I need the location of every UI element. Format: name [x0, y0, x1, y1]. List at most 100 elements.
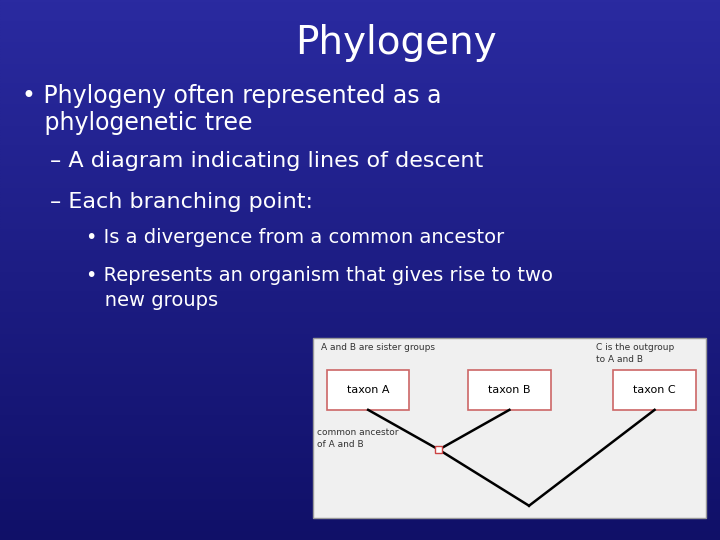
- Bar: [0, 208, 720, 211]
- Bar: [0, 205, 720, 208]
- Bar: [0, 154, 720, 157]
- Bar: [0, 100, 720, 103]
- Bar: [0, 259, 720, 262]
- Bar: [0, 435, 720, 437]
- Bar: [0, 132, 720, 135]
- Bar: [0, 346, 720, 348]
- Bar: [0, 148, 720, 151]
- Bar: [0, 11, 720, 14]
- Bar: [0, 243, 720, 246]
- Bar: [0, 200, 720, 202]
- Bar: [0, 456, 720, 459]
- Text: • Is a divergence from a common ancestor: • Is a divergence from a common ancestor: [86, 228, 505, 247]
- Bar: [0, 73, 720, 76]
- Bar: [0, 486, 720, 489]
- Bar: [0, 186, 720, 189]
- Bar: [0, 124, 720, 127]
- Bar: [0, 194, 720, 197]
- Bar: [0, 16, 720, 19]
- Bar: [0, 248, 720, 251]
- Bar: [0, 78, 720, 81]
- Bar: [0, 313, 720, 316]
- Bar: [0, 5, 720, 8]
- Bar: [0, 275, 720, 278]
- Bar: [0, 59, 720, 62]
- Bar: [0, 297, 720, 300]
- Bar: [0, 375, 720, 378]
- Bar: [0, 116, 720, 119]
- Bar: [0, 178, 720, 181]
- Bar: [0, 22, 720, 24]
- Bar: [0, 122, 720, 124]
- Bar: [0, 49, 720, 51]
- Bar: [0, 57, 720, 59]
- Bar: [0, 378, 720, 381]
- Bar: [0, 289, 720, 292]
- Bar: [0, 157, 720, 159]
- Bar: [0, 505, 720, 508]
- Bar: [0, 513, 720, 516]
- FancyBboxPatch shape: [468, 370, 551, 410]
- Bar: [0, 478, 720, 481]
- Bar: [0, 54, 720, 57]
- Bar: [0, 294, 720, 297]
- Bar: [0, 319, 720, 321]
- Text: • Phylogeny often represented as a: • Phylogeny often represented as a: [22, 84, 441, 107]
- Bar: [0, 30, 720, 32]
- Bar: [0, 202, 720, 205]
- Bar: [0, 227, 720, 229]
- Bar: [0, 454, 720, 456]
- Bar: [0, 254, 720, 256]
- Bar: [0, 130, 720, 132]
- Bar: [0, 240, 720, 243]
- Bar: [0, 472, 720, 475]
- Bar: [0, 340, 720, 343]
- Bar: [0, 402, 720, 405]
- Bar: [0, 394, 720, 397]
- Bar: [0, 197, 720, 200]
- Text: • Represents an organism that gives rise to two: • Represents an organism that gives rise…: [86, 266, 554, 285]
- Text: phylogenetic tree: phylogenetic tree: [22, 111, 252, 134]
- Bar: [0, 256, 720, 259]
- FancyBboxPatch shape: [435, 447, 442, 453]
- Bar: [0, 140, 720, 143]
- Bar: [0, 224, 720, 227]
- Bar: [0, 108, 720, 111]
- Text: new groups: new groups: [86, 291, 219, 309]
- Bar: [0, 329, 720, 332]
- Bar: [0, 373, 720, 375]
- Text: taxon A: taxon A: [347, 385, 390, 395]
- Bar: [0, 351, 720, 354]
- Bar: [0, 462, 720, 464]
- Bar: [0, 119, 720, 122]
- Bar: [0, 238, 720, 240]
- Bar: [0, 103, 720, 105]
- Bar: [0, 246, 720, 248]
- Bar: [0, 489, 720, 491]
- Bar: [0, 508, 720, 510]
- Bar: [0, 146, 720, 148]
- Text: C is the outgroup
to A and B: C is the outgroup to A and B: [595, 343, 674, 364]
- Text: – A diagram indicating lines of descent: – A diagram indicating lines of descent: [50, 151, 484, 171]
- Bar: [0, 105, 720, 108]
- Bar: [0, 418, 720, 421]
- Bar: [0, 76, 720, 78]
- Text: common ancestor
of A and B: common ancestor of A and B: [317, 428, 399, 449]
- Bar: [0, 189, 720, 192]
- Bar: [0, 410, 720, 413]
- Bar: [0, 332, 720, 335]
- Bar: [0, 265, 720, 267]
- Bar: [0, 173, 720, 176]
- Bar: [0, 521, 720, 524]
- Bar: [0, 389, 720, 392]
- Bar: [0, 35, 720, 38]
- Bar: [0, 448, 720, 451]
- Bar: [0, 524, 720, 526]
- Bar: [0, 532, 720, 535]
- Bar: [0, 494, 720, 497]
- Bar: [0, 184, 720, 186]
- Bar: [0, 324, 720, 327]
- Bar: [0, 459, 720, 462]
- Bar: [0, 310, 720, 313]
- Bar: [0, 32, 720, 35]
